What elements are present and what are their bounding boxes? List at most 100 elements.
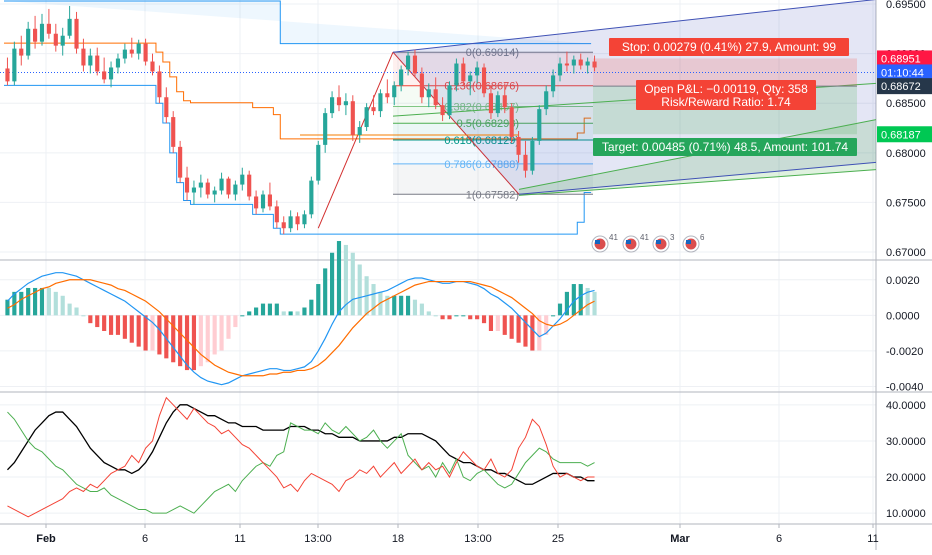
macd-histogram-bar	[399, 295, 404, 316]
candle-body	[454, 63, 459, 86]
price-tick-label: 0.67500	[886, 197, 926, 209]
event-label: 41	[640, 233, 649, 242]
price-tag-text: 0.68951	[881, 53, 921, 65]
candle-body	[461, 63, 466, 82]
macd-histogram-bar	[212, 315, 217, 355]
event-flag-icon	[656, 240, 661, 244]
candle-body	[233, 184, 238, 195]
event-label: 6	[700, 233, 705, 242]
candle-body	[67, 18, 72, 36]
candle-body	[288, 216, 293, 229]
candle-body	[530, 140, 535, 171]
candle-body	[143, 43, 148, 62]
macd-histogram-bar	[5, 299, 10, 316]
macd-histogram-bar	[115, 315, 121, 335]
macd-histogram-bar	[447, 315, 452, 320]
candle-body	[309, 180, 314, 215]
candle-body	[122, 49, 127, 59]
macd-histogram-bar	[171, 315, 176, 363]
macd-histogram-bar	[302, 307, 307, 316]
macd-histogram-bar	[46, 287, 51, 316]
adx-tick-label: 40.0000	[886, 400, 926, 412]
fib-zone	[393, 123, 593, 141]
macd-histogram-bar	[53, 291, 58, 316]
candle-body	[281, 222, 286, 229]
macd-histogram-bar	[426, 311, 431, 316]
candle-body	[412, 55, 418, 74]
price-tick-label: 0.67000	[886, 247, 926, 259]
macd-histogram-bar	[544, 315, 549, 335]
macd-histogram-bar	[102, 315, 107, 331]
fib-trend-line	[392, 51, 520, 195]
macd-histogram-bar	[247, 311, 252, 316]
macd-histogram-bar	[461, 315, 466, 317]
macd-histogram-bar	[143, 315, 148, 351]
time-tick-label: 11	[234, 533, 245, 545]
candle-body	[39, 23, 45, 42]
candle-body	[178, 146, 183, 178]
macd-histogram-bar	[433, 315, 438, 317]
candle-body	[523, 154, 528, 171]
event-label: 41	[609, 233, 618, 242]
candle-body	[405, 55, 411, 70]
economic-events[interactable]: 41 41 3 6	[591, 233, 705, 253]
price-tag	[877, 126, 932, 143]
candle-body	[157, 71, 162, 98]
fib-level-label: 1(0.67582)	[466, 189, 519, 201]
event-flag-icon	[595, 240, 600, 244]
macd-histogram-bar	[343, 244, 348, 316]
dmi-line	[7, 396, 595, 518]
time-tick-label: 18	[392, 533, 404, 545]
candle-body	[495, 95, 500, 114]
macd-histogram-bar	[488, 315, 494, 331]
candle-body	[88, 55, 93, 66]
fib-zone	[393, 140, 593, 164]
candle-body	[136, 43, 141, 54]
candle-body	[350, 101, 355, 135]
pitchfork-parallel	[518, 169, 877, 196]
candle-body	[102, 71, 107, 80]
macd-histogram-bar	[578, 284, 583, 316]
donchian-lower	[4, 84, 592, 235]
target-label-box	[593, 138, 857, 156]
candle-body	[592, 61, 597, 68]
candle-body	[551, 75, 556, 92]
macd-histogram-bar	[74, 307, 79, 316]
macd-histogram-bar	[336, 241, 342, 316]
candle-body	[74, 18, 79, 49]
candle-body	[419, 73, 424, 98]
macd-line	[7, 272, 595, 386]
candle-body	[33, 28, 38, 42]
macd-histogram-bar	[316, 284, 321, 316]
macd-histogram-bar	[523, 315, 528, 347]
candle-body	[184, 177, 190, 193]
macd-histogram-bar	[468, 315, 473, 320]
donchian-fill	[4, 0, 592, 44]
fib-level-label: 0(0.69014)	[466, 47, 519, 59]
time-tick-label: Mar	[670, 533, 690, 545]
stop-label-text: Stop: 0.00279 (0.41%) 27.9, Amount: 99	[622, 40, 836, 54]
macd-histogram-bar	[205, 315, 210, 363]
candle-body	[426, 89, 431, 98]
price-tag	[877, 64, 932, 81]
candle-body	[226, 178, 231, 195]
candle-body	[5, 68, 10, 82]
macd-histogram-bar	[385, 295, 390, 316]
dmi-adx-panel[interactable]	[6, 396, 595, 518]
fib-level-label: 0.618(0.68129)	[444, 135, 519, 147]
candle-body	[330, 97, 335, 114]
macd-histogram-bar	[260, 303, 266, 316]
candle-body	[378, 93, 383, 112]
macd-signal-line	[7, 279, 595, 377]
macd-histogram-bar	[178, 315, 183, 367]
macd-panel[interactable]	[5, 241, 597, 386]
macd-histogram-bar	[419, 303, 424, 316]
position-labels: Stop: 0.00279 (0.41%) 27.9, Amount: 99 Op…	[593, 38, 857, 156]
candle-body	[564, 63, 569, 66]
macd-histogram-bar	[19, 291, 24, 316]
event-label: 3	[670, 233, 675, 242]
price-panel[interactable]	[4, 0, 592, 235]
price-tick-label: 0.68000	[886, 148, 926, 160]
candle-body	[578, 59, 583, 66]
